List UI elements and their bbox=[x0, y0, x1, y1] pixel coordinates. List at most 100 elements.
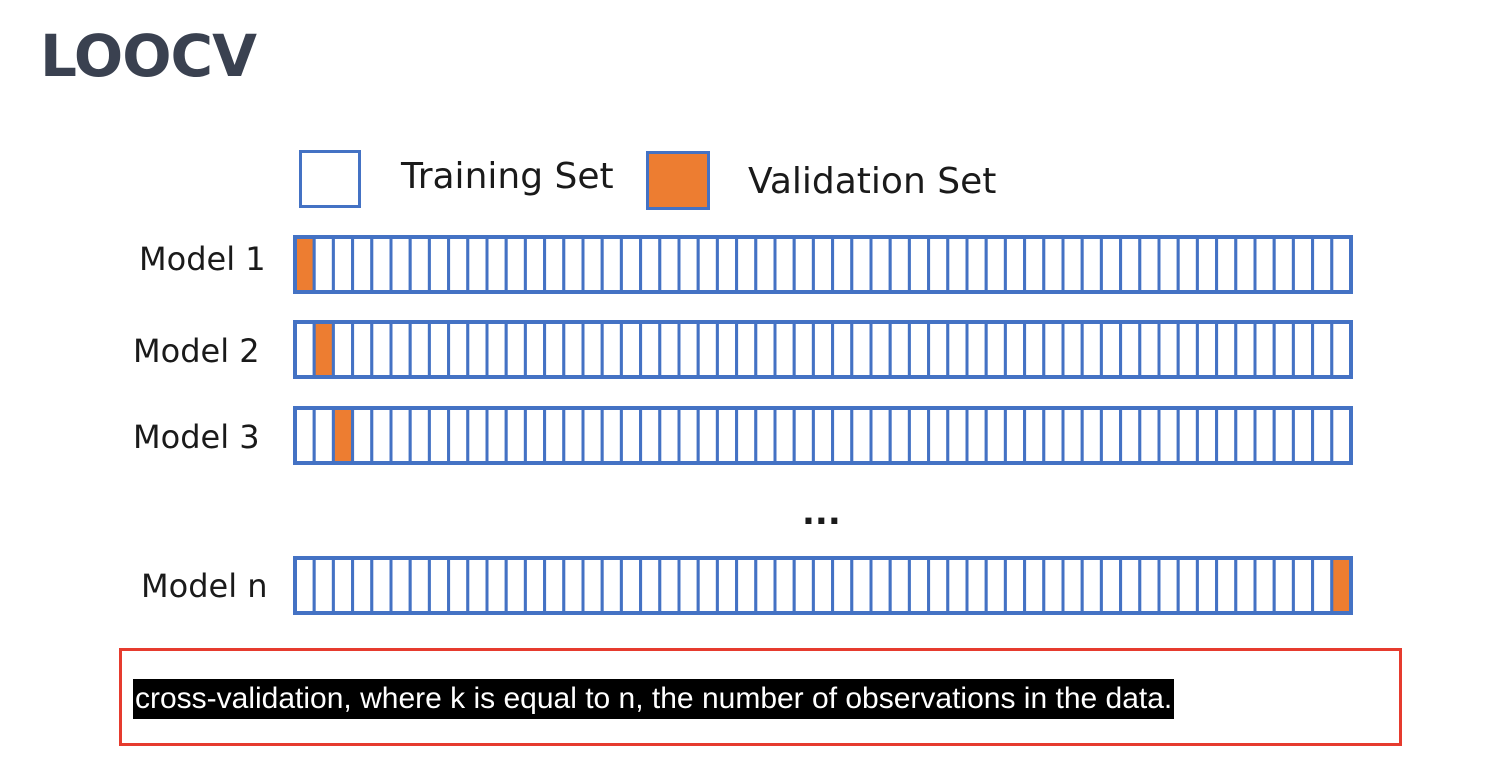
model-n-row bbox=[293, 556, 1353, 615]
legend-training-label: Training Set bbox=[401, 156, 614, 197]
training-cell bbox=[1215, 406, 1238, 465]
training-cell bbox=[1099, 320, 1123, 379]
training-cell bbox=[312, 556, 335, 615]
training-cell bbox=[1157, 320, 1180, 379]
training-cell bbox=[351, 320, 374, 379]
training-cell bbox=[811, 320, 835, 379]
training-cell bbox=[831, 320, 854, 379]
training-cell bbox=[869, 556, 892, 615]
row-outline bbox=[293, 556, 1353, 615]
training-cell bbox=[600, 235, 623, 294]
training-cell bbox=[312, 235, 335, 294]
training-cell bbox=[600, 406, 623, 465]
model-2-label: Model 2 bbox=[133, 332, 260, 370]
training-cell bbox=[850, 235, 873, 294]
training-cell bbox=[408, 556, 431, 615]
training-cell bbox=[1234, 320, 1257, 379]
training-cell bbox=[331, 320, 355, 379]
training-cell bbox=[562, 235, 585, 294]
training-cell bbox=[389, 406, 412, 465]
training-cell bbox=[523, 406, 547, 465]
row-outline bbox=[293, 320, 1353, 379]
training-cell bbox=[869, 406, 892, 465]
training-cell bbox=[1253, 320, 1276, 379]
training-cell bbox=[1272, 320, 1295, 379]
training-cell bbox=[946, 406, 969, 465]
training-cell bbox=[715, 556, 739, 615]
training-cell bbox=[811, 556, 835, 615]
training-cell bbox=[1061, 556, 1084, 615]
training-cell bbox=[619, 235, 643, 294]
training-cell bbox=[370, 406, 393, 465]
training-cell bbox=[1215, 320, 1238, 379]
model-n-label: Model n bbox=[141, 567, 268, 605]
training-cell bbox=[792, 406, 815, 465]
training-cell bbox=[1157, 235, 1180, 294]
training-cell bbox=[1253, 235, 1276, 294]
training-cell bbox=[639, 320, 662, 379]
training-cell bbox=[1215, 556, 1238, 615]
training-cell bbox=[1138, 556, 1161, 615]
training-cell bbox=[735, 556, 758, 615]
training-cell bbox=[1291, 556, 1315, 615]
legend-validation-label: Validation Set bbox=[748, 161, 997, 202]
training-cell bbox=[927, 235, 950, 294]
training-cell bbox=[1234, 406, 1257, 465]
training-cell bbox=[1061, 320, 1084, 379]
training-cell bbox=[1176, 556, 1199, 615]
training-cell bbox=[735, 320, 758, 379]
training-cell bbox=[1099, 235, 1123, 294]
training-cell bbox=[754, 235, 777, 294]
training-cell bbox=[1176, 235, 1199, 294]
training-cell bbox=[447, 320, 470, 379]
training-cell bbox=[984, 556, 1007, 615]
training-cell bbox=[1272, 235, 1295, 294]
training-cell bbox=[984, 235, 1007, 294]
training-cell bbox=[408, 320, 431, 379]
training-cell bbox=[562, 556, 585, 615]
training-cell bbox=[831, 235, 854, 294]
training-cell bbox=[658, 235, 681, 294]
training-cell bbox=[1234, 235, 1257, 294]
training-cell bbox=[965, 556, 988, 615]
training-cell bbox=[850, 320, 873, 379]
training-cell bbox=[543, 320, 566, 379]
training-cell bbox=[773, 320, 796, 379]
training-cell bbox=[466, 320, 489, 379]
training-cell bbox=[1195, 320, 1219, 379]
training-cell bbox=[831, 556, 854, 615]
model-2-row bbox=[293, 320, 1353, 379]
training-cell bbox=[1003, 406, 1027, 465]
training-cell bbox=[1311, 320, 1334, 379]
training-cell bbox=[581, 235, 604, 294]
training-cell bbox=[754, 320, 777, 379]
training-cell bbox=[1311, 235, 1334, 294]
training-cell bbox=[504, 235, 527, 294]
training-cell bbox=[600, 556, 623, 615]
training-cell bbox=[1253, 556, 1276, 615]
training-cell bbox=[1138, 406, 1161, 465]
training-cell bbox=[907, 556, 931, 615]
training-cell bbox=[293, 556, 316, 615]
training-cell bbox=[1138, 320, 1161, 379]
training-cell bbox=[331, 556, 355, 615]
training-cell bbox=[1080, 556, 1103, 615]
training-cell bbox=[523, 235, 547, 294]
training-cell bbox=[581, 320, 604, 379]
training-cell bbox=[1195, 556, 1219, 615]
training-cell bbox=[1311, 556, 1334, 615]
training-cell bbox=[658, 320, 681, 379]
training-cell bbox=[946, 320, 969, 379]
training-cell bbox=[1157, 406, 1180, 465]
training-cell bbox=[543, 235, 566, 294]
training-cell bbox=[927, 406, 950, 465]
row-outline bbox=[293, 406, 1353, 465]
training-cell bbox=[754, 556, 777, 615]
training-cell bbox=[351, 556, 374, 615]
training-cell bbox=[562, 406, 585, 465]
training-cell bbox=[1080, 320, 1103, 379]
training-cell bbox=[370, 556, 393, 615]
training-cell bbox=[427, 406, 451, 465]
training-cell bbox=[965, 320, 988, 379]
training-cell bbox=[984, 320, 1007, 379]
